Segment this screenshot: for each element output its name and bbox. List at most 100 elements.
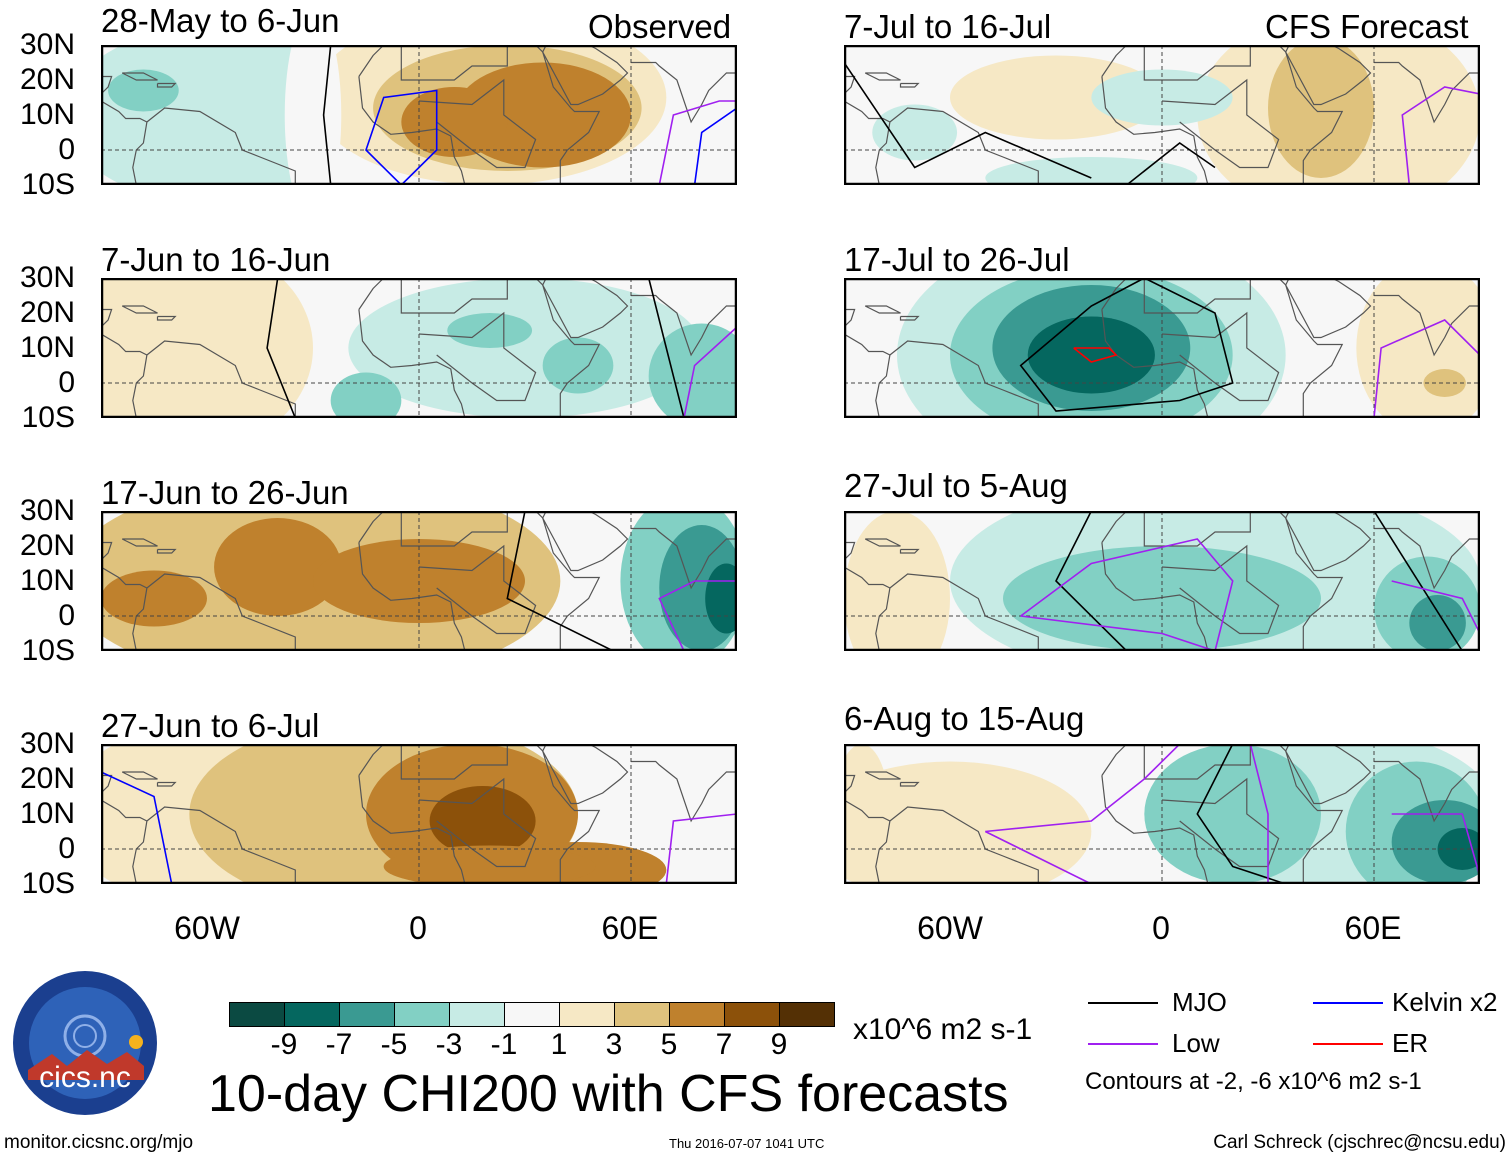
lat-label: 30N <box>19 28 75 61</box>
coastline <box>1101 76 1209 185</box>
wave-contour <box>1401 86 1480 185</box>
coastline <box>1101 542 1209 651</box>
legend-line-kelvin <box>1313 1002 1383 1004</box>
map-panel <box>101 278 737 418</box>
coastline <box>542 744 629 805</box>
coastline <box>358 45 385 77</box>
colorbar-swatch <box>395 1003 450 1026</box>
wave-contour <box>844 62 1092 179</box>
coastline <box>1143 744 1251 780</box>
coastline <box>358 511 385 543</box>
lat-label: 0 <box>58 599 75 632</box>
lon-label: 60E <box>601 910 659 946</box>
panel-title: 28-May to 6-Jun <box>101 2 340 39</box>
lat-label: 20N <box>19 296 75 329</box>
coastline <box>535 744 601 884</box>
coastline <box>101 100 148 123</box>
map-panel <box>844 744 1480 884</box>
lat-label: 10S <box>21 867 75 900</box>
anomaly-shading <box>330 372 402 418</box>
lat-label: 10N <box>19 797 75 830</box>
coastline <box>864 771 901 780</box>
lat-label: 30N <box>19 727 75 760</box>
wave-contour <box>683 326 737 418</box>
legend-label: Low <box>1172 1028 1220 1058</box>
wave-contour <box>322 45 332 185</box>
lat-label: 0 <box>58 832 75 865</box>
legend-line-er <box>1313 1043 1383 1045</box>
wave-contour <box>693 107 737 185</box>
colorbar-tick-label: 1 <box>550 1028 568 1061</box>
colorbar-tick-label: -5 <box>380 1028 408 1061</box>
panel-frame <box>844 511 1480 651</box>
coastline <box>101 799 148 822</box>
lon-label: 60W <box>174 910 240 946</box>
coastline <box>1285 744 1372 805</box>
anomaly-shading <box>950 55 1162 140</box>
coastline <box>1101 278 1128 310</box>
lat-label: 10N <box>19 331 75 364</box>
coastline <box>542 45 629 106</box>
coastline <box>418 544 537 635</box>
panel-frame <box>844 278 1480 418</box>
wave-contour <box>984 830 1092 884</box>
coastline <box>156 548 177 554</box>
coastline <box>1101 45 1128 77</box>
lat-label: 20N <box>19 63 75 96</box>
coastline <box>400 45 508 81</box>
coastline <box>121 72 158 81</box>
colorbar-tick-label: -9 <box>270 1028 298 1061</box>
coastline <box>418 78 537 169</box>
coastline <box>844 774 856 794</box>
coastline <box>535 511 601 651</box>
coastline <box>542 511 629 572</box>
coastline <box>844 75 856 95</box>
colorbar-tick-label: -1 <box>490 1028 518 1061</box>
coastline <box>358 775 466 884</box>
svg-text:cics.nc: cics.nc <box>39 1061 131 1094</box>
map-panel <box>844 45 1480 185</box>
panel-frame <box>101 511 737 651</box>
wave-contour <box>101 771 173 884</box>
panel-frame <box>101 45 737 185</box>
wave-contour <box>1373 511 1463 651</box>
colorbar-tick-label: 3 <box>605 1028 623 1061</box>
coastline <box>899 315 920 321</box>
coastline <box>121 305 158 314</box>
coastline <box>864 305 901 314</box>
map-panel <box>101 511 737 651</box>
lat-label: 10S <box>21 168 75 201</box>
lat-label: 20N <box>19 762 75 795</box>
coastline <box>1161 78 1280 169</box>
wave-contour <box>1391 813 1480 878</box>
contour-note: Contours at -2, -6 x10^6 m2 s-1 <box>1085 1068 1422 1095</box>
coastline <box>101 541 113 561</box>
map-panel <box>101 744 737 884</box>
panel-title: 27-Jun to 6-Jul <box>101 707 320 744</box>
legend-line-low <box>1088 1043 1158 1045</box>
coastline <box>1101 775 1209 884</box>
footer-author: Carl Schreck (cjschrec@ncsu.edu) <box>1213 1132 1506 1153</box>
coastline <box>631 294 737 357</box>
anomaly-shading <box>447 313 533 348</box>
coastline <box>844 100 891 123</box>
wave-contour <box>658 100 737 185</box>
coastline <box>132 806 296 884</box>
lat-label: 0 <box>58 366 75 399</box>
map-panel <box>101 45 737 185</box>
anomaly-shading <box>542 337 614 394</box>
coastline <box>1285 511 1372 572</box>
legend-label: MJO <box>1172 987 1227 1017</box>
coastline <box>542 278 629 339</box>
coastline <box>1278 511 1344 651</box>
coastline <box>1285 278 1372 339</box>
wave-contour <box>1196 744 1286 884</box>
lon-label: 60W <box>917 910 983 946</box>
coastline <box>101 75 113 95</box>
lat-label: 10S <box>21 401 75 434</box>
coastline <box>1101 511 1128 543</box>
wave-contour <box>658 580 737 651</box>
colorbar-tick-label: 9 <box>770 1028 788 1061</box>
legend-line-mjo <box>1088 1002 1158 1004</box>
wave-contour <box>1126 142 1216 185</box>
